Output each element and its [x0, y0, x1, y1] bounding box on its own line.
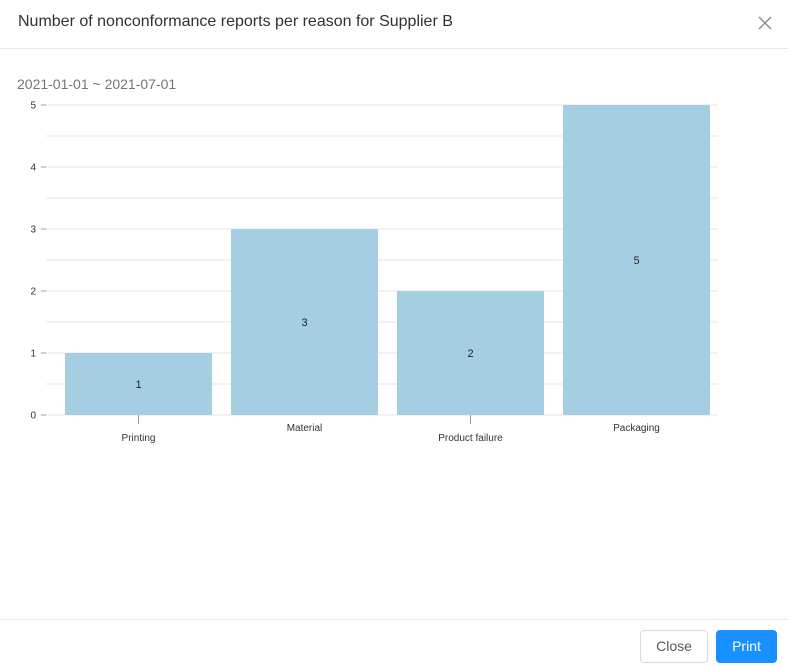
bar-packaging: [563, 105, 710, 415]
y-tick-label: 0: [30, 411, 36, 422]
bar-printing: [65, 353, 212, 415]
data-label: 2: [467, 348, 473, 360]
x-tick-label: Packaging: [613, 423, 660, 434]
bar-product-failure: [397, 291, 544, 415]
bar-material: [231, 229, 378, 415]
dialog-title: Number of nonconformance reports per rea…: [18, 13, 453, 30]
dialog-footer: Close Print: [0, 619, 788, 667]
x-tick-label: Material: [287, 423, 323, 434]
data-label: 3: [301, 317, 307, 329]
close-icon[interactable]: [754, 12, 776, 34]
data-label: 1: [135, 379, 141, 391]
y-tick-label: 5: [30, 101, 36, 112]
y-tick-label: 1: [30, 349, 36, 360]
bar-chart: 0 1 2 3 4 5 1 Printing 3 Material 2 Product failure…: [30, 101, 718, 444]
dialog-body: 2021-01-01 ~ 2021-07-01 0 1 2 3 4 5 1 Printing 3…: [0, 50, 788, 619]
print-button[interactable]: Print: [716, 630, 777, 663]
close-button[interactable]: Close: [640, 630, 708, 663]
dialog-header: Number of nonconformance reports per rea…: [0, 0, 788, 49]
y-tick-label: 4: [30, 163, 36, 174]
x-tick-label: Product failure: [438, 433, 503, 444]
data-label: 5: [633, 255, 639, 267]
date-range-label: 2021-01-01 ~ 2021-07-01: [17, 76, 177, 92]
y-tick-label: 2: [30, 287, 36, 298]
y-tick-label: 3: [30, 225, 36, 236]
x-tick-label: Printing: [122, 433, 156, 444]
